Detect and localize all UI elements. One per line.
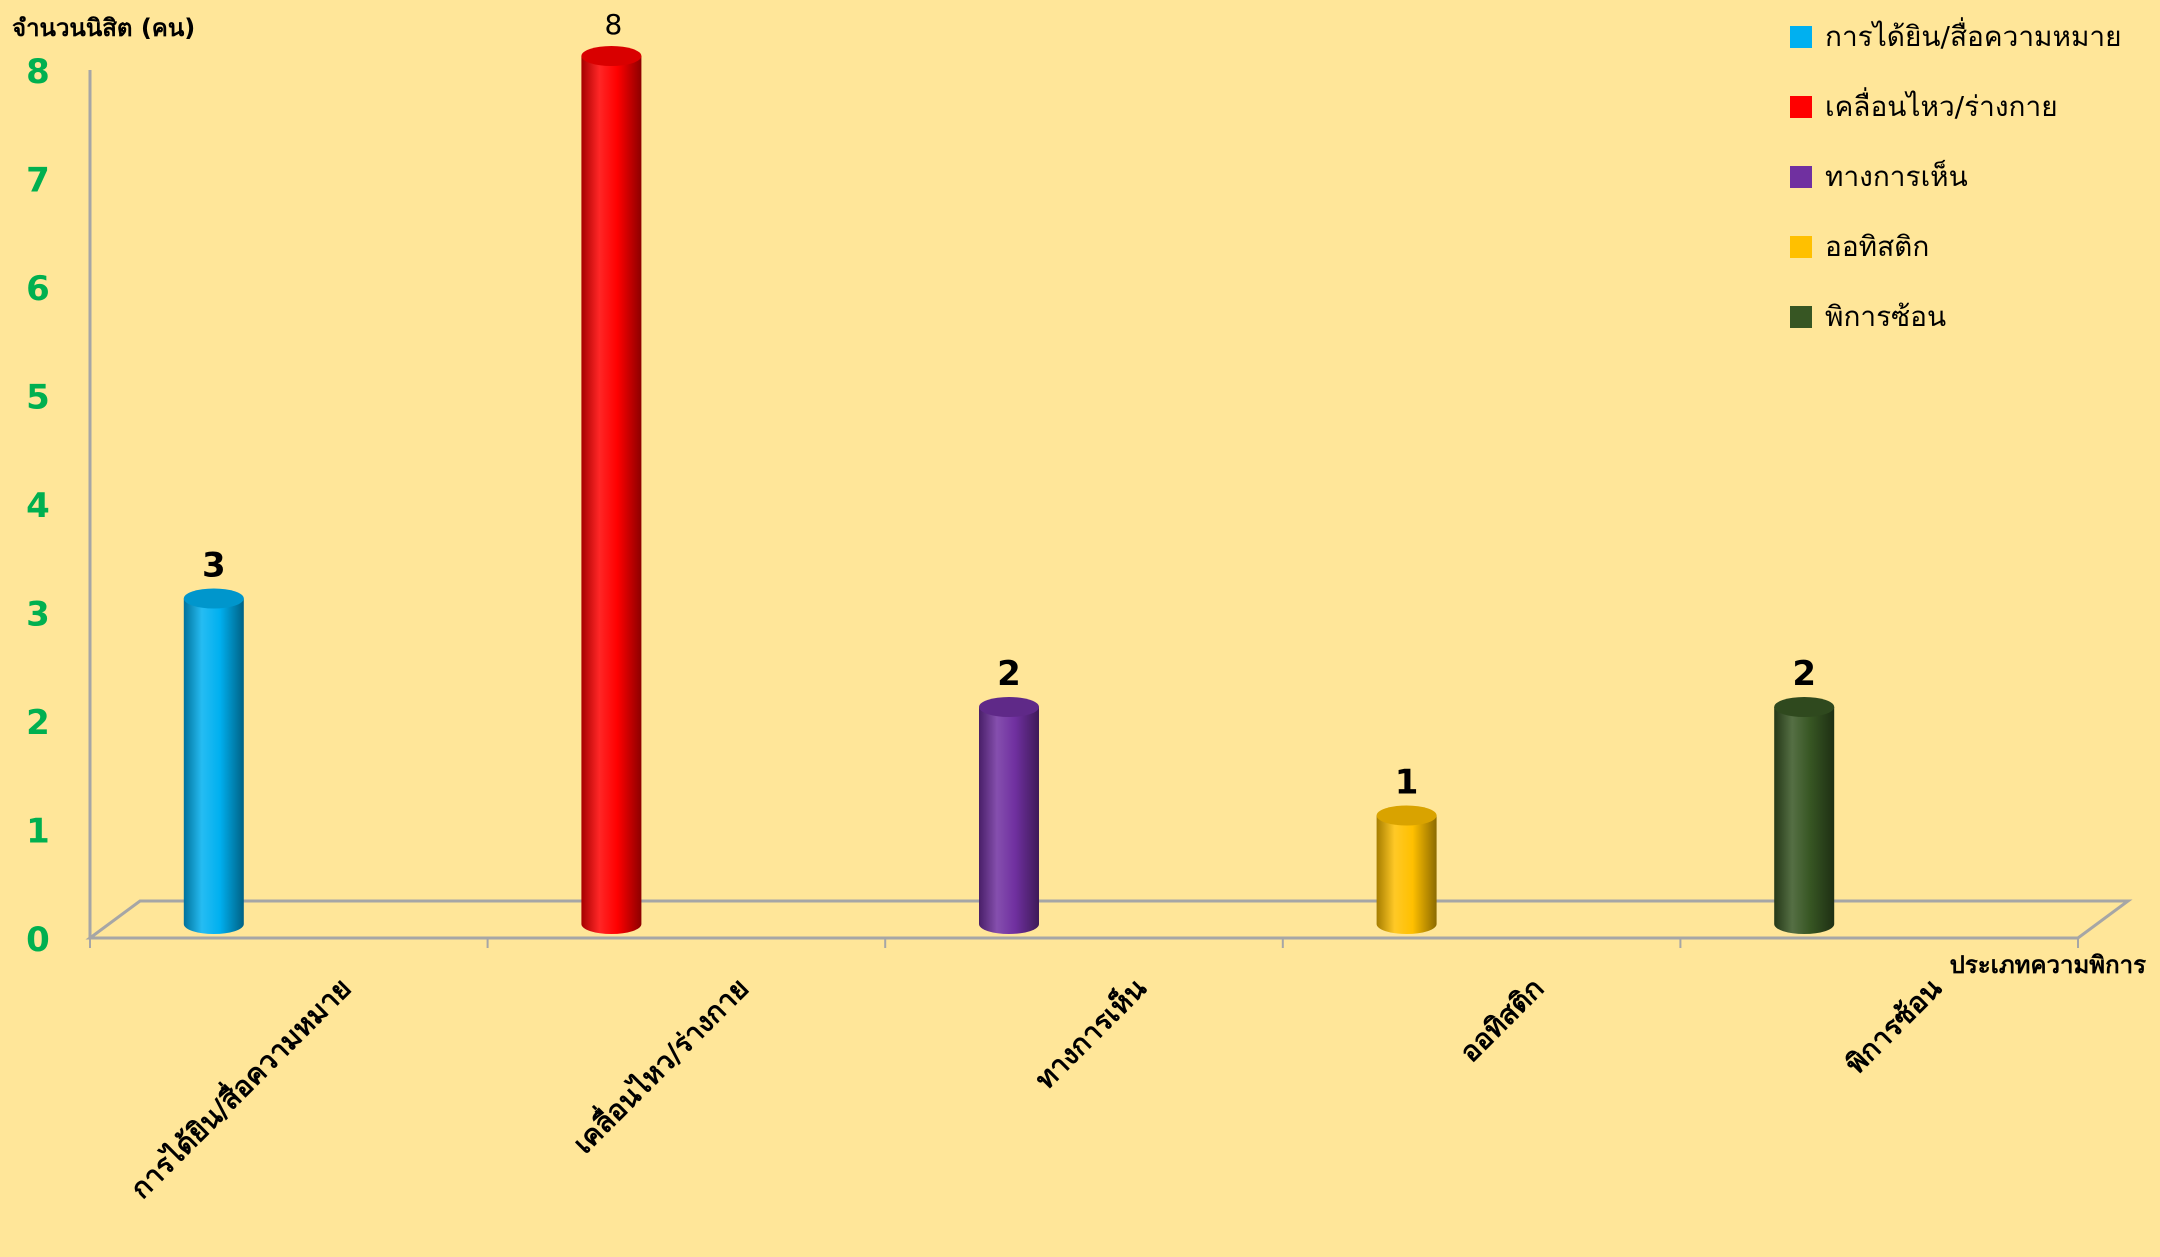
bar-body (1376, 815, 1437, 934)
axes (85, 70, 2133, 948)
y-tick-label: 0 (26, 920, 50, 960)
legend-swatch (1790, 306, 1812, 328)
bar-value-label: 3 (202, 546, 226, 586)
bar (979, 697, 1039, 934)
legend-label: เคลื่อนไหว/ร่างกาย (1825, 87, 2058, 123)
bar-top (1774, 697, 1835, 717)
bar-top (1376, 805, 1437, 826)
y-tick-label: 8 (26, 52, 50, 92)
bars (183, 46, 1835, 934)
bar (581, 46, 642, 934)
bar-body (979, 707, 1039, 934)
y-tick-label: 2 (26, 703, 50, 743)
bar-value-label: 8 (604, 8, 622, 41)
legend-swatch (1790, 236, 1812, 258)
x-tick-label: เคลื่อนไหว/ร่างกาย (564, 969, 755, 1160)
legend-item: เคลื่อนไหว/ร่างกาย (1790, 87, 2058, 123)
legend-label: พิการซ้อน (1825, 300, 1946, 333)
x-tick-label: พิการซ้อน (1839, 972, 1948, 1081)
x-tick-label: ออทิสติก (1453, 972, 1550, 1069)
bar-value-label: 2 (1792, 654, 1816, 694)
legend-swatch (1790, 166, 1812, 188)
bar (1774, 697, 1835, 934)
bar-top (581, 46, 642, 66)
y-axis-title: จำนวนนิสิต (คน) (12, 14, 195, 42)
y-tick-label: 4 (26, 486, 50, 526)
y-tick-label: 1 (26, 812, 50, 852)
legend-swatch (1790, 26, 1812, 48)
y-tick-label: 7 (26, 161, 50, 201)
legend-item: การได้ยิน/สื่อความหมาย (1790, 17, 2122, 53)
bar (183, 588, 244, 934)
bar (1376, 805, 1437, 934)
bar-body (581, 56, 642, 934)
legend-label: การได้ยิน/สื่อความหมาย (1825, 17, 2122, 53)
legend-item: ออทิสติก (1790, 230, 1929, 263)
bar-value-label: 2 (997, 654, 1021, 694)
bar-top (183, 588, 244, 609)
y-tick-label: 5 (26, 378, 50, 418)
y-tick-label: 6 (26, 269, 50, 309)
x-tick-label: การได้ยิน/สื่อความหมาย (121, 969, 357, 1205)
bar-body (183, 598, 244, 934)
legend-item: พิการซ้อน (1790, 300, 1946, 333)
bar-body (1774, 707, 1835, 934)
chart-floor (85, 899, 2133, 940)
x-tick-label: ทางการเห็น (1028, 971, 1153, 1096)
legend-label: ทางการเห็น (1825, 159, 1968, 193)
bar-value-label: 1 (1395, 763, 1419, 803)
legend: การได้ยิน/สื่อความหมายเคลื่อนไหว/ร่างกาย… (1790, 17, 2122, 333)
legend-item: ทางการเห็น (1790, 159, 1968, 193)
legend-label: ออทิสติก (1825, 230, 1929, 263)
y-tick-label: 3 (26, 595, 50, 635)
bar-top (979, 697, 1039, 717)
x-axis-title: ประเภทความพิการ (1950, 951, 2147, 979)
legend-swatch (1790, 96, 1812, 118)
